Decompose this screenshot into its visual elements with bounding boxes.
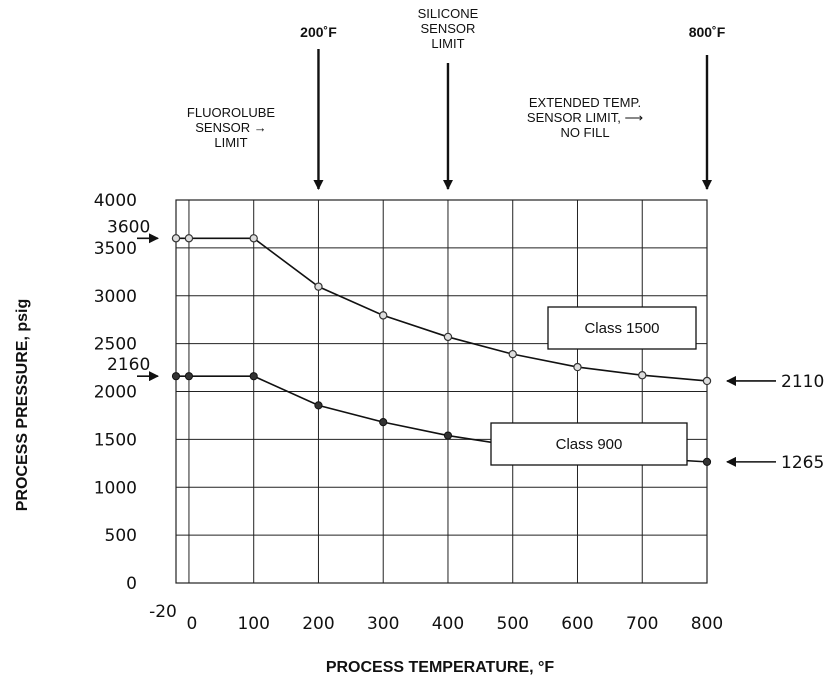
legend-box [547,306,697,350]
y-axis-label: PROCESS PRESSURE, psig [14,299,31,512]
x-tick-label: 400 [432,614,464,634]
y-tick-label: 1000 [94,478,137,498]
data-point [184,234,194,243]
legend-layer: Class 1500 Class 900 [490,306,697,466]
series-line-0 [176,237,708,382]
x-tick-label: 300 [367,614,399,634]
limit-annotation-label: LIMIT [431,36,464,51]
data-point [702,376,712,386]
data-point [184,372,194,381]
data-point [249,234,258,243]
data-point [638,371,647,380]
x-tick-label: -20 [149,602,177,622]
legend-label: Class 900 [556,436,623,453]
data-point [379,418,388,427]
y-tick-label: 2500 [94,335,137,355]
data-point [379,311,388,320]
y-tick-label: 0 [126,574,137,594]
y-axis-ticks: 0 500 1000 1500 2000 2500 3000 3500 4000 [94,191,137,594]
limit-annotation-label: 800˚F [689,24,726,40]
side-note-label: FLUOROLUBE [187,105,275,120]
data-point [443,431,453,440]
y-tick-label: 500 [105,526,137,546]
x-tick-label: 800 [691,614,723,634]
legend-box [490,422,688,466]
side-note-label: SENSOR LIMIT, ⟶ [527,110,643,125]
y-tick-label: 4000 [94,191,137,211]
data-point [508,349,517,359]
data-point [171,234,181,243]
data-point [443,332,453,342]
data-point [573,362,582,372]
limit-annotation-label: SILICONE [418,6,479,21]
value-annotation-label: 2110 [781,372,824,392]
side-note-label: SENSOR → [195,120,267,135]
legend-label: Class 1500 [584,320,659,337]
x-tick-label: 700 [626,614,658,634]
value-annotation-label: 3600 [107,217,150,237]
y-tick-label: 2000 [94,383,137,403]
limit-annotation-label: SENSOR [421,21,476,36]
side-note-label: EXTENDED TEMP. [529,95,641,110]
limit-annotation-label: 200˚F [300,24,337,40]
y-tick-label: 3000 [94,287,137,307]
grid-layer [175,199,708,584]
x-tick-label: 200 [302,614,334,634]
x-axis-ticks: -20 0 100 200 300 400 500 600 700 800 [149,602,723,634]
x-tick-label: 0 [187,614,198,634]
side-note-label: NO FILL [560,125,609,140]
x-tick-label: 600 [561,614,593,634]
data-point [171,372,181,381]
x-axis-label: PROCESS TEMPERATURE, °F [326,659,555,676]
value-annotation-label: 2160 [107,355,150,375]
value-annotation-label: 1265 [781,453,824,473]
side-note-label: LIMIT [214,135,247,150]
y-tick-label: 3500 [94,239,137,259]
x-tick-label: 100 [237,614,269,634]
x-tick-label: 500 [497,614,529,634]
y-tick-label: 1500 [94,430,137,450]
data-point [702,457,712,466]
plot-frame [175,199,708,584]
data-point [249,372,258,381]
data-point [314,282,323,291]
data-point [314,401,323,410]
